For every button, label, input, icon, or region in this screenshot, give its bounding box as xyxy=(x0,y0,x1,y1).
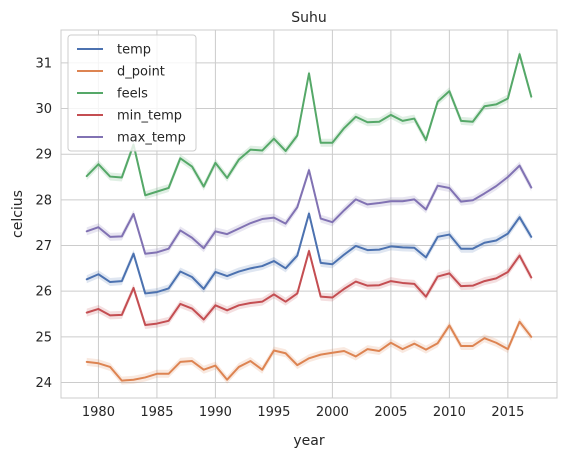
y-tick-label: 28 xyxy=(35,193,52,208)
y-tick-label: 30 xyxy=(35,102,52,117)
legend-box xyxy=(67,34,197,152)
x-tick-label: 1980 xyxy=(82,405,115,420)
chart-title: Suhu xyxy=(291,10,327,26)
y-tick-labels: 24 25 26 27 28 29 30 31 xyxy=(35,56,52,391)
x-axis-label: year xyxy=(293,433,324,449)
x-tick-label: 1985 xyxy=(140,405,173,420)
legend-label-feels: feels xyxy=(117,87,148,102)
min_temp-line xyxy=(85,249,533,326)
x-tick-label: 2010 xyxy=(433,405,466,420)
y-tick-label: 24 xyxy=(35,376,52,391)
legend-label-min_temp: min_temp xyxy=(117,109,182,124)
y-tick-label: 25 xyxy=(35,330,52,345)
x-tick-label: 2005 xyxy=(374,405,407,420)
legend-label-temp: temp xyxy=(117,43,151,58)
y-tick-label: 29 xyxy=(35,148,52,163)
y-tick-label: 27 xyxy=(35,239,52,254)
legend-label-d_point: d_point xyxy=(117,65,165,80)
x-tick-label: 2000 xyxy=(316,405,349,420)
confidence-bands xyxy=(86,50,532,385)
y-axis-label: celcius xyxy=(10,190,26,238)
x-tick-labels: 1980 1985 1990 1995 2000 2005 2010 2015 xyxy=(82,405,525,420)
feels-line xyxy=(85,53,533,197)
y-tick-label: 26 xyxy=(35,285,52,300)
d_point-confidence-band xyxy=(86,317,532,385)
legend-label-max_temp: max_temp xyxy=(117,131,186,146)
x-tick-label: 1990 xyxy=(199,405,232,420)
x-tick-label: 1995 xyxy=(257,405,290,420)
temp-line xyxy=(85,212,533,295)
x-tick-label: 2015 xyxy=(491,405,524,420)
series-lines xyxy=(85,53,533,382)
max_temp-line xyxy=(85,164,533,255)
d_point-line xyxy=(85,320,533,382)
y-tick-label: 31 xyxy=(35,56,52,71)
grid-lines xyxy=(61,30,557,398)
